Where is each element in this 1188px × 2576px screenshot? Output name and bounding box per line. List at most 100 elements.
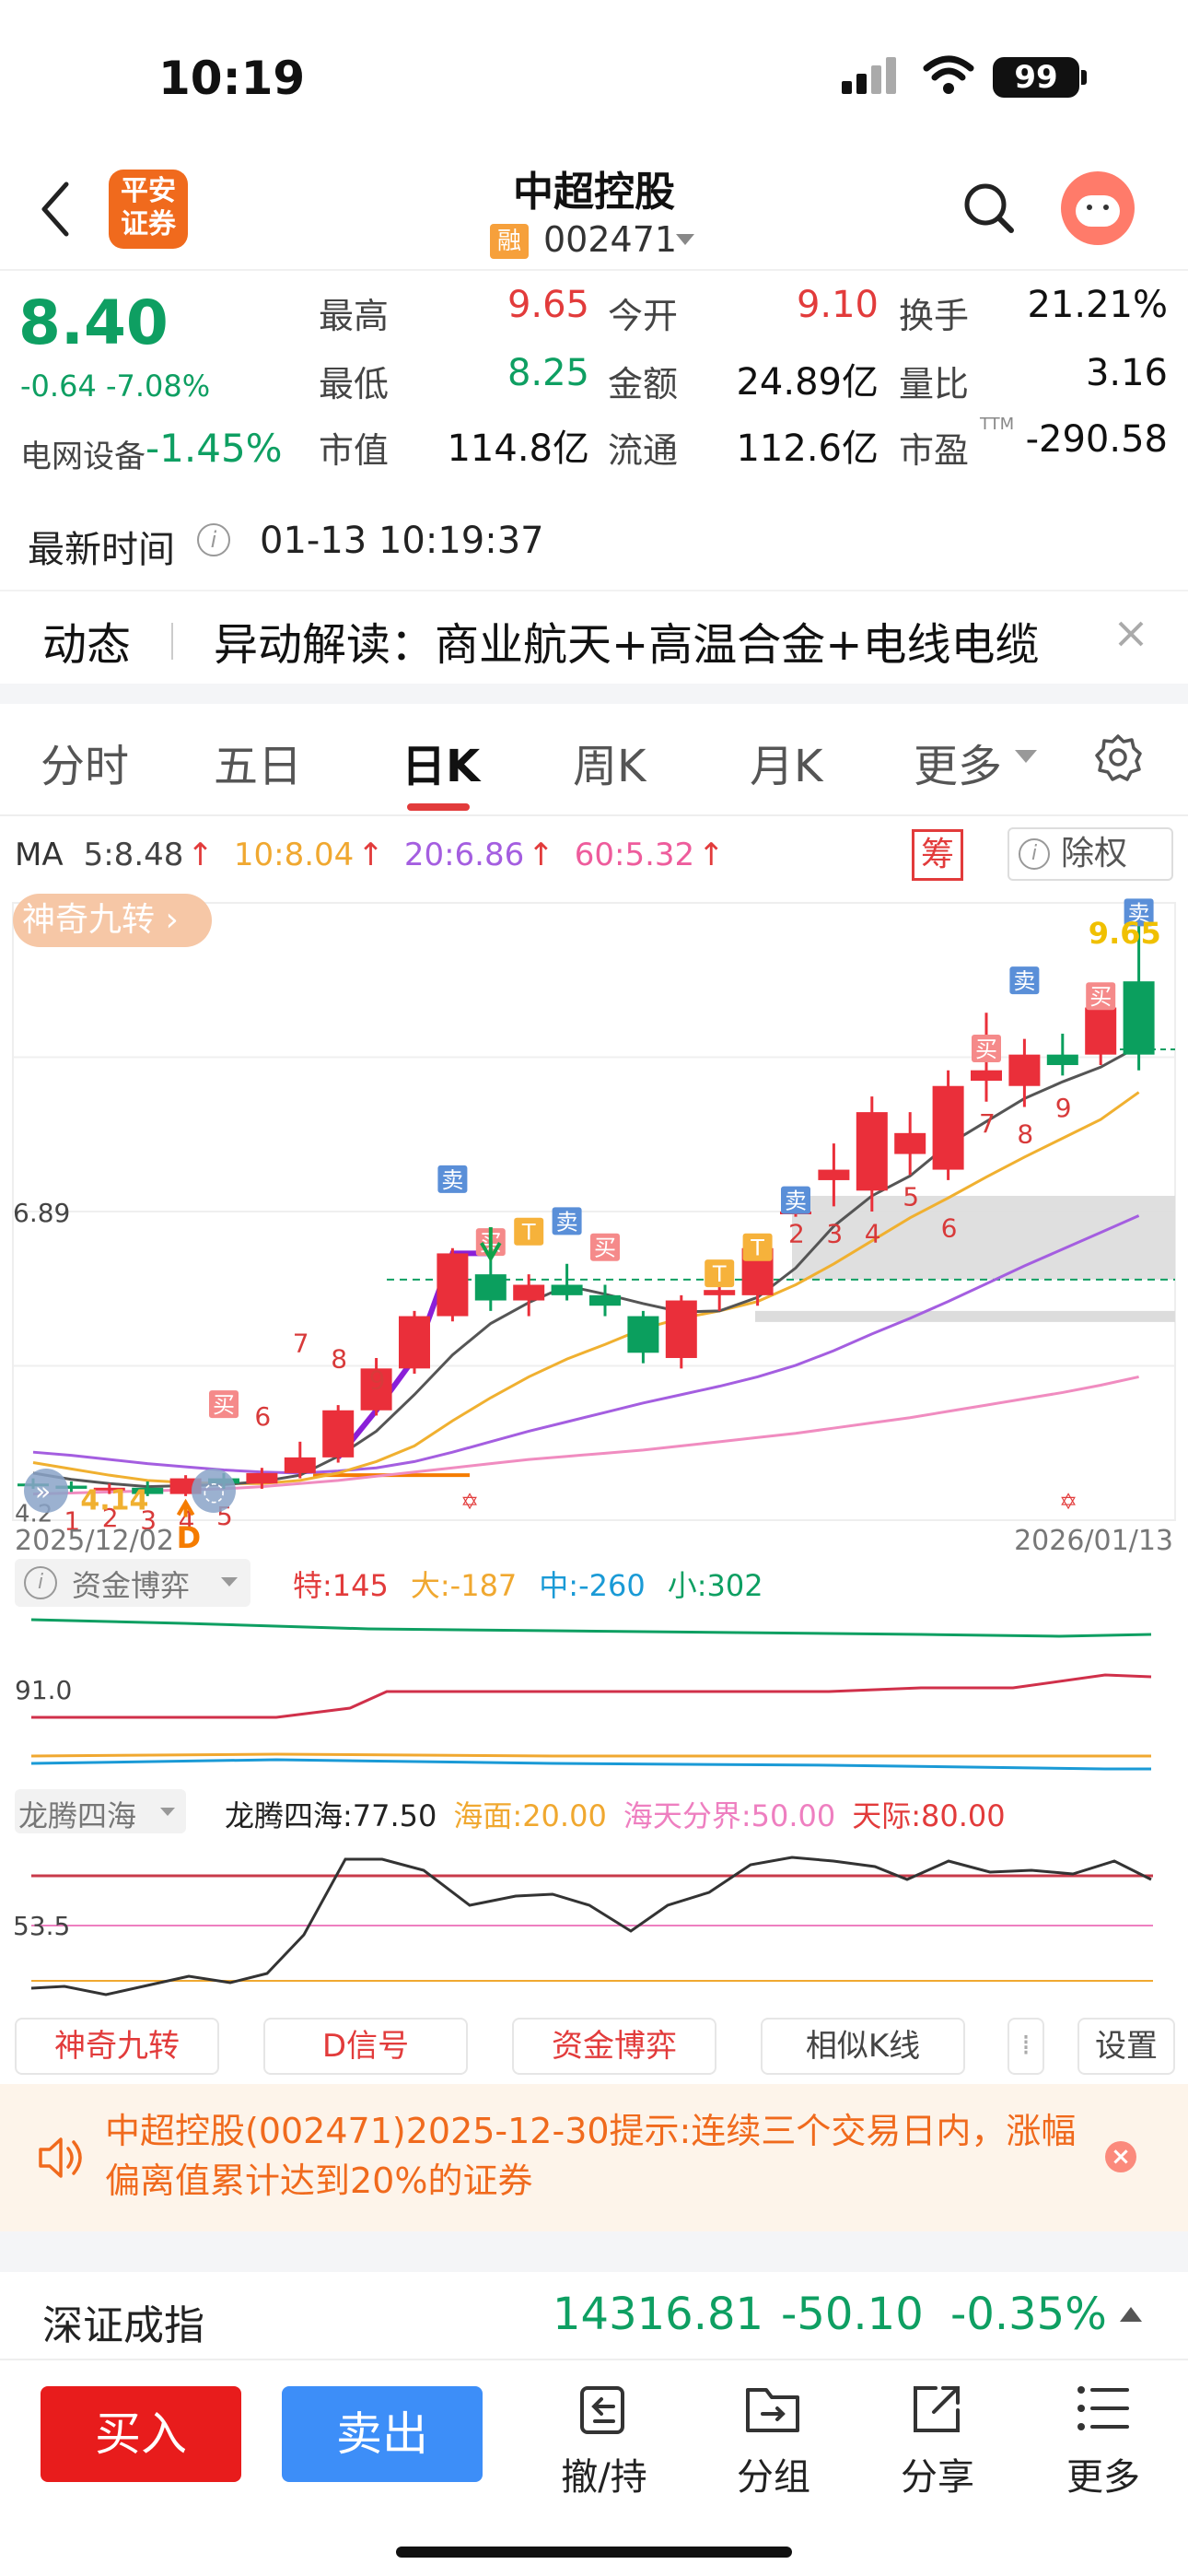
long-value: 海面:20.00 [453,1798,607,1833]
divider [0,814,1188,816]
svg-text:T: T [750,1235,764,1261]
cancel-hold-icon[interactable] [577,2381,634,2438]
back-icon[interactable] [37,181,74,238]
candle [894,1112,926,1176]
quote-label: 金额 [608,364,679,404]
scroll-left-control[interactable]: » [24,1469,68,1513]
sell-button[interactable]: 卖出 [282,2386,483,2482]
settings-gear-icon[interactable] [1094,733,1142,781]
divider [0,2359,1188,2360]
chart-tab[interactable]: 月K [750,741,823,792]
fund-large-line [30,1752,1151,1758]
news-tag[interactable]: 动态 [42,619,132,671]
zoom-control[interactable]: ◌ [192,1469,236,1513]
nine-turn-number: 2 [102,1503,119,1533]
chip-button[interactable]: 筹 [912,829,963,881]
menu-icon[interactable] [1076,2383,1131,2434]
chart-tab[interactable]: 分时 [41,741,130,792]
ma-legend: MA 5:8.48 ↑ 10:8.04 ↑ 20:6.86 ↑ 60:5.32 ↑ [15,837,745,873]
chart-tab[interactable]: 更多 [914,741,1003,792]
stock-code[interactable]: 002471 [543,219,678,260]
close-news-icon[interactable] [1116,619,1146,649]
sector-label[interactable]: 电网设备 [20,439,146,475]
ma-value: 20:6.86 [403,837,525,873]
chevron-down-icon [160,1808,175,1816]
more-dropdown-icon[interactable] [1013,748,1039,765]
sell-signal-tag: 卖 [1009,966,1040,995]
divider [0,269,1188,271]
index-change: -50.10 [781,2289,924,2340]
indicator-button[interactable]: D信号 [263,2018,468,2075]
ex-rights-button[interactable]: 除权 [1007,827,1173,881]
nine-turn-number: 5 [903,1182,919,1212]
candle [1123,923,1155,1071]
svg-text:»: » [35,1476,51,1506]
svg-text:◌: ◌ [203,1476,225,1506]
low-label: 4.14 [80,1484,148,1516]
button-overflow: ⁞ [1007,2018,1044,2075]
bottom-action-label[interactable]: 分组 [737,2456,810,2499]
candle [513,1274,545,1317]
y-axis-label: 91.0 [15,1675,72,1705]
share-icon[interactable] [908,2381,965,2438]
quote-value: 3.16 [1085,352,1168,394]
folder-icon[interactable] [742,2381,803,2438]
buy-signal-tag: 买 [209,1390,239,1419]
chart-tab[interactable]: 周K [573,741,646,792]
nine-turn-number: 2 [788,1218,805,1248]
indicator-button[interactable]: 神奇九转 [15,2018,219,2075]
t-signal-tag: T [742,1233,773,1261]
chart-tab[interactable]: 日K [402,741,481,792]
bottom-action-label[interactable]: 分享 [901,2456,974,2499]
long-indicator-select[interactable] [15,1789,186,1833]
ma-value: 60:5.32 [574,837,695,873]
sell-signal-tag: 卖 [781,1186,810,1214]
bottom-action-label[interactable]: 撤/持 [561,2456,647,2499]
close-notice-icon[interactable]: × [1105,2141,1136,2172]
quote-value: -290.58 [1025,418,1168,461]
update-label: 最新时间 [28,529,175,571]
code-dropdown-icon[interactable] [674,232,696,247]
notice-text: 中超控股(002471)2025-12-30提示:连续三个交易日内，涨幅偏离值累… [105,2111,1077,2201]
quote-label: 市值 [319,430,390,471]
svg-text:买: 买 [213,1392,235,1418]
nine-turn-number: 6 [254,1401,271,1432]
chip-zone [792,1195,1175,1280]
buy-button[interactable]: 买入 [41,2386,241,2482]
sector-change: -1.45% [146,426,283,471]
svg-text:卖: 卖 [556,1209,578,1235]
high-label: 9.65 [1089,916,1161,951]
signal-icon [842,57,897,94]
quote-value: 112.6亿 [736,427,879,470]
bottom-action-label[interactable]: 更多 [1066,2456,1140,2499]
notice-banner[interactable] [0,2084,1188,2231]
nine-turn-number: 7 [293,1329,309,1359]
long-value: 龙腾四海:77.50 [225,1798,437,1833]
news-text[interactable]: 异动解读：商业航天+高温合金+电线电缆 [214,619,1040,671]
index-name[interactable]: 深证成指 [42,2302,204,2349]
nine-turn-pill[interactable]: 神奇九转 › [13,894,212,947]
chart-tab[interactable]: 五日 [214,741,303,792]
indicator-button[interactable]: 相似K线 [761,2018,965,2075]
expand-up-icon[interactable] [1118,2305,1144,2324]
quote-value: 9.65 [507,284,589,326]
update-time: 01-13 10:19:37 [260,520,544,562]
indicator-button[interactable]: 资金博弈 [512,2018,716,2075]
info-icon: i [1019,838,1050,870]
candle [360,1357,392,1416]
info-icon[interactable]: i [197,523,230,556]
star-icon: ✡ [1059,1489,1077,1515]
buy-signal-tag: 买 [590,1233,620,1261]
search-icon[interactable] [961,181,1017,236]
fund-chart[interactable]: 91.0 [0,1609,1188,1780]
nine-turn-number: 9 [1055,1093,1072,1123]
svg-text:买: 买 [975,1036,997,1062]
speaker-icon [39,2137,82,2178]
long-chart[interactable]: 53.5 [0,1833,1188,2008]
t-signal-tag: T [705,1259,735,1288]
avatar[interactable] [1061,171,1135,245]
sell-label: 卖出 [336,2407,428,2461]
long-indicator-name: 龙腾四海 [18,1798,137,1833]
indicator-settings-button[interactable]: 设置 [1077,2018,1175,2075]
